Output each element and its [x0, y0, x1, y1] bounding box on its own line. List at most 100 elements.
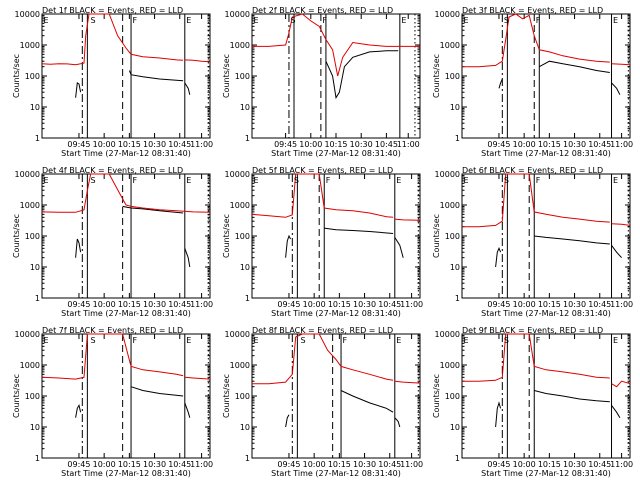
x-tick-label: 09:45 [487, 140, 510, 149]
x-tick-label: 10:15 [118, 140, 141, 149]
marker-label: E [44, 16, 49, 25]
y-tick-label: 10 [450, 263, 460, 272]
y-tick-label: 10000 [435, 10, 460, 19]
y-axis-label: Counts/sec [222, 214, 231, 258]
y-tick-label: 10000 [225, 330, 250, 339]
series-events-line [534, 235, 610, 245]
x-tick-label: 10:00 [513, 460, 536, 469]
x-tick-label: 10:30 [143, 140, 166, 149]
marker-label: F [343, 336, 348, 345]
x-tick-label: 10:45 [168, 460, 191, 469]
y-tick-label: 1000 [20, 361, 40, 370]
series-events-line [611, 82, 621, 95]
marker-label: F [322, 16, 327, 25]
chart-title: Det 6f BLACK = Events, RED = LLD [462, 166, 603, 175]
x-axis-label: Start Time (27-Mar-12 08:31:40) [61, 469, 191, 478]
y-tick-label: 100 [445, 72, 460, 81]
y-tick-label: 1 [245, 294, 250, 303]
plot-frame [461, 13, 631, 139]
chart-title: Det 8f BLACK = Events, RED = LLD [252, 326, 393, 335]
x-tick-label: 10:30 [563, 460, 586, 469]
x-tick-label: 09:45 [487, 300, 510, 309]
x-tick-label: 10:15 [328, 460, 351, 469]
series-events-line [539, 60, 610, 73]
marker-label: F [536, 176, 541, 185]
y-axis-label: Counts/sec [222, 54, 231, 98]
marker-label: S [301, 336, 306, 345]
series-events-line [285, 414, 290, 428]
chart-title: Det 1f BLACK = Events, RED = LLD [42, 6, 183, 15]
x-tick-label: 10:45 [168, 140, 191, 149]
chart-panel-1: Det 1f BLACK = Events, RED = LLD 1 10 100 10… [12, 6, 213, 158]
x-tick-label: 10:30 [563, 300, 586, 309]
marker-label: E [44, 176, 49, 185]
series-lld-line [462, 333, 610, 382]
y-tick-label: 10 [30, 263, 40, 272]
x-tick-label: 11:00 [397, 140, 420, 149]
y-tick-label: 100 [25, 232, 40, 241]
marker-label: S [91, 176, 96, 185]
chart-panel-5: Det 5f BLACK = Events, RED = LLD 1 10 100 10… [222, 166, 423, 318]
x-tick-label: 10:45 [375, 140, 398, 149]
y-tick-label: 100 [445, 392, 460, 401]
x-tick-label: 11:00 [610, 460, 633, 469]
marker-label: E [464, 176, 469, 185]
y-tick-label: 10 [450, 423, 460, 432]
x-tick-label: 10:00 [513, 300, 536, 309]
marker-label: E [186, 16, 191, 25]
marker-label: E [254, 16, 259, 25]
marker-label: E [396, 336, 401, 345]
chart-panel-9: Det 9f BLACK = Events, RED = LLD 1 10 100 10… [432, 326, 633, 478]
series-events-line [611, 245, 622, 259]
x-tick-label: 10:00 [299, 140, 322, 149]
x-axis-label: Start Time (27-Mar-12 08:31:40) [61, 149, 191, 158]
series-events-line [498, 78, 503, 89]
x-tick-label: 10:45 [588, 140, 611, 149]
y-tick-label: 10000 [435, 330, 460, 339]
series-lld-line [41, 333, 184, 380]
y-tick-label: 10000 [225, 170, 250, 179]
series-events-line [130, 386, 184, 397]
y-tick-label: 10 [30, 423, 40, 432]
y-tick-label: 1000 [20, 41, 40, 50]
x-tick-label: 10:00 [303, 460, 326, 469]
x-tick-label: 11:00 [190, 300, 213, 309]
series-lld-line [252, 333, 394, 385]
marker-label: E [254, 336, 259, 345]
x-tick-label: 10:00 [93, 460, 116, 469]
series-events-line [75, 82, 82, 98]
chart-panel-3: Det 3f BLACK = Events, RED = LLD 1 10 100 10… [432, 6, 633, 158]
y-tick-label: 100 [235, 392, 250, 401]
y-tick-label: 10 [450, 103, 460, 112]
y-tick-label: 1000 [230, 361, 250, 370]
series-events-line [495, 247, 502, 268]
y-tick-label: 1 [35, 294, 40, 303]
chart-title: Det 9f BLACK = Events, RED = LLD [462, 326, 603, 335]
x-tick-label: 11:00 [610, 140, 633, 149]
y-tick-label: 100 [235, 232, 250, 241]
series-events-line [324, 227, 394, 234]
series-lld-line [251, 173, 394, 218]
plot-frame [251, 13, 421, 139]
marker-label: F [536, 336, 541, 345]
y-axis-label: Counts/sec [222, 374, 231, 418]
x-tick-label: 11:00 [190, 140, 213, 149]
x-axis-label: Start Time (27-Mar-12 08:31:40) [271, 149, 401, 158]
marker-label: F [133, 16, 138, 25]
marker-label: E [613, 16, 618, 25]
series-events-line [394, 237, 404, 258]
x-tick-label: 10:30 [350, 140, 373, 149]
marker-label: S [504, 336, 509, 345]
marker-label: E [186, 176, 191, 185]
series-lld-line [394, 218, 421, 221]
y-tick-label: 10000 [15, 10, 40, 19]
y-tick-label: 100 [25, 72, 40, 81]
y-tick-label: 1000 [20, 201, 40, 210]
marker-label: F [133, 336, 138, 345]
chart-title: Det 3f BLACK = Events, RED = LLD [462, 6, 603, 15]
plot-frame [461, 333, 631, 459]
x-tick-label: 10:15 [118, 300, 141, 309]
marker-label: S [91, 336, 96, 345]
y-tick-label: 10 [240, 103, 250, 112]
